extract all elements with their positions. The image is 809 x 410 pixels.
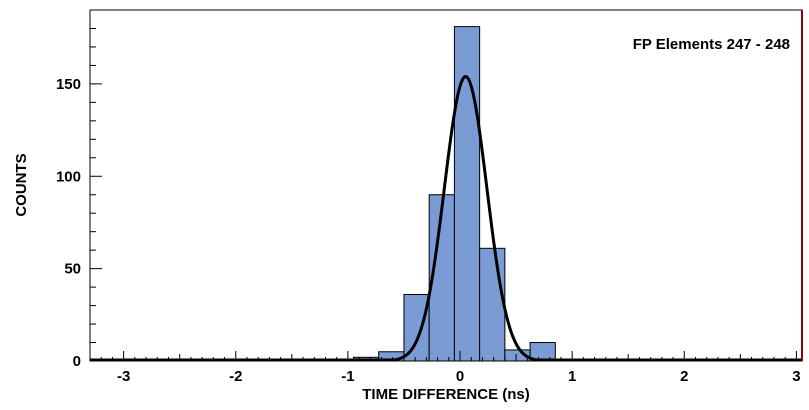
x-axis-title: TIME DIFFERENCE (ns) [362, 386, 530, 403]
x-tick-label: 0 [456, 368, 464, 385]
x-tick-label: -3 [117, 368, 130, 385]
y-axis-title: COUNTS [13, 153, 30, 216]
gaussian-fit-curve [90, 75, 802, 362]
x-tick-label: 3 [792, 368, 800, 385]
x-tick-label: -2 [229, 368, 242, 385]
x-axis-ticks: -3 -2 -1 0 1 2 3 [100, 351, 801, 385]
histogram-bar [479, 247, 506, 362]
histogram-bar [453, 26, 481, 362]
y-tick-label: 50 [64, 261, 81, 278]
x-tick-label: 2 [680, 368, 688, 385]
y-tick-label: 150 [56, 76, 81, 93]
histogram-bars [352, 26, 556, 362]
y-tick-label: 0 [73, 353, 81, 370]
x-tick-label: -1 [341, 368, 354, 385]
histogram-bar [403, 293, 430, 362]
x-tick-label: 1 [568, 368, 576, 385]
y-axis-ticks: 0 50 100 150 [56, 9, 102, 370]
chart-annotation: FP Elements 247 - 248 [633, 36, 790, 53]
y-tick-label: 100 [56, 168, 81, 185]
